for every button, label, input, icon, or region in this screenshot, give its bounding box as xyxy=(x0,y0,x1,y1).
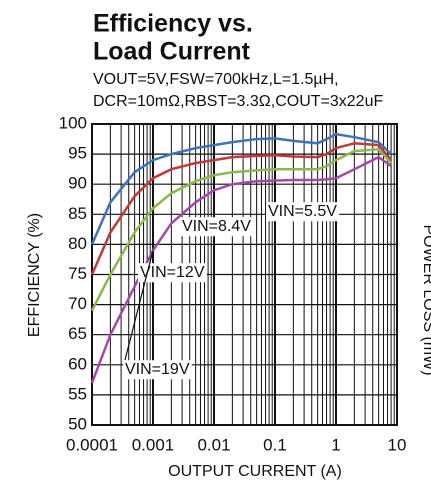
y-tick-label: 65 xyxy=(68,324,87,343)
series-line xyxy=(90,148,393,312)
series-label: VIN=5.5V xyxy=(268,203,337,220)
series-label: VIN=19V xyxy=(125,361,190,378)
chart-subtitle: VOUT=5V,FSW=700kHz,L=1.5µH, xyxy=(93,71,339,88)
y-tick-label: 95 xyxy=(68,144,87,163)
series-label-bg xyxy=(138,263,207,283)
plot-area: 50 55 60 65 70 75 80 85 90 95 100 0.0001 0.001 0.01 0.… xyxy=(59,113,407,454)
x-tick-label: 10 xyxy=(388,435,407,454)
x-tick-label: 0.0001 xyxy=(66,435,118,454)
x-axis-label: OUTPUT CURRENT (A) xyxy=(168,463,342,480)
y-tick-label: 80 xyxy=(68,234,87,253)
series-line xyxy=(90,132,392,245)
y-tick-label: 50 xyxy=(68,414,87,433)
y-tick-label: 55 xyxy=(68,384,87,403)
y-tick-label: 85 xyxy=(68,204,87,223)
y-tick-label: 75 xyxy=(68,264,87,283)
x-tick-label: 0.001 xyxy=(132,435,175,454)
series-label-bg xyxy=(180,217,254,237)
x-tick-label: 0.01 xyxy=(197,435,230,454)
x-tick-label: 1 xyxy=(331,435,340,454)
chart-subtitle: DCR=10mΩ,RBST=3.3Ω,COUT=3x22uF xyxy=(93,93,383,110)
chart-title: Load Current xyxy=(93,38,251,66)
y-tick-label: 60 xyxy=(68,354,87,373)
chart-title: Efficiency vs. xyxy=(93,10,253,38)
series-label: VIN=12V xyxy=(140,264,205,281)
series-line xyxy=(90,155,392,384)
x-tick-label: 0.1 xyxy=(263,435,287,454)
y-tick-label: 70 xyxy=(68,294,87,313)
y-axis-label: EFFICIENCY (%) xyxy=(26,213,43,337)
series-label-bg xyxy=(266,202,340,222)
series-label: VIN=8.4V xyxy=(182,218,251,235)
series-label-bg xyxy=(123,360,192,380)
y-tick-label: 90 xyxy=(68,174,87,193)
y-tick-label: 100 xyxy=(59,113,87,132)
series-line xyxy=(90,142,393,276)
leader-line xyxy=(124,250,154,361)
y2-axis-label: POWER LOSS (mW) xyxy=(420,224,431,375)
